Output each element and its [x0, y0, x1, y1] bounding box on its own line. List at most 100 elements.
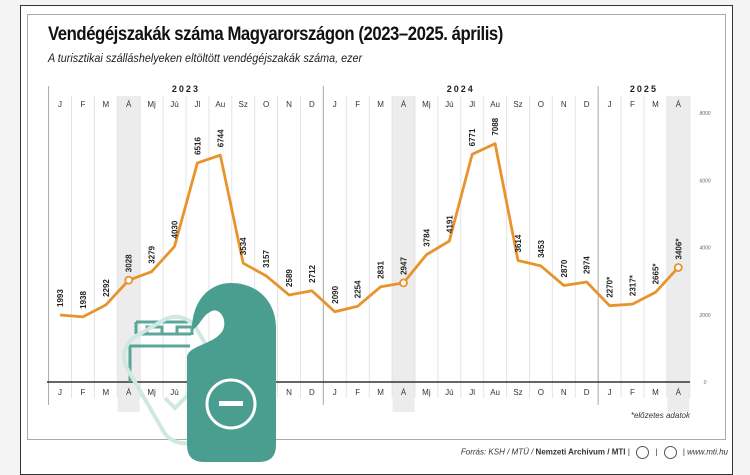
month-label-bottom: J [333, 388, 337, 397]
highlight-point [673, 263, 683, 272]
month-label-top: F [630, 100, 635, 109]
chart-inner-border [27, 14, 726, 440]
data-label: 3406* [674, 238, 683, 260]
april-shade [667, 96, 690, 412]
highlight-point [399, 278, 408, 288]
data-label: 2712 [308, 264, 317, 282]
chart-subtitle: A turisztikai szálláshelyeken eltöltött … [48, 51, 363, 65]
month-label-top: N [286, 100, 292, 109]
mti-archive-logo-icon [663, 446, 677, 459]
data-label: 3157 [262, 249, 271, 267]
y-tick-label: 2000 [698, 313, 710, 319]
data-label: 2589 [285, 269, 294, 287]
month-label-bottom: O [263, 388, 269, 397]
month-label-bottom: M [102, 388, 109, 397]
month-label-top: M [652, 100, 659, 109]
month-label-top: Au [490, 100, 500, 109]
month-label-top: M [102, 100, 109, 109]
data-label: 3614 [514, 234, 523, 252]
month-label-bottom: Á [676, 388, 682, 397]
data-label: 3279 [148, 245, 157, 263]
month-label-top: Á [401, 100, 407, 109]
month-label-top: F [355, 100, 360, 109]
month-label-top: Mj [422, 100, 431, 109]
month-label-bottom: F [80, 388, 85, 397]
data-label: 2831 [377, 260, 386, 278]
data-label: 6771 [468, 128, 477, 146]
data-label: 3028 [125, 254, 134, 272]
month-label-bottom: M [652, 388, 659, 397]
year-label: 2025 [630, 84, 658, 94]
month-label-top: Á [126, 100, 132, 109]
month-label-bottom: D [584, 388, 590, 397]
source-archive: Nemzeti Archivum / MTI [535, 447, 626, 457]
month-label-bottom: Mj [422, 388, 431, 397]
month-label-top: Jl [195, 100, 201, 109]
data-label: 2317* [629, 274, 638, 296]
year-label: 2023 [172, 84, 200, 94]
data-label: 2270* [606, 276, 615, 298]
month-label-bottom: N [561, 388, 567, 397]
month-label-top: Jú [445, 100, 453, 109]
month-label-bottom: Jl [195, 388, 201, 397]
month-label-bottom: Jú [170, 388, 178, 397]
highlight-point [124, 275, 134, 285]
mti-logo-icon [636, 446, 650, 459]
month-label-top: O [538, 100, 544, 109]
series-line [59, 142, 680, 319]
month-label-bottom: Sz [513, 388, 522, 397]
month-label-top: Sz [513, 100, 522, 109]
data-label: 3784 [422, 228, 431, 246]
april-shade [392, 96, 415, 412]
month-label-top: D [309, 100, 315, 109]
footer-url[interactable]: www.mti.hu [687, 447, 728, 457]
data-label: 2870 [560, 259, 569, 277]
month-label-top: Au [215, 100, 225, 109]
month-label-top: Jú [170, 100, 178, 109]
year-label: 2024 [447, 84, 475, 94]
month-label-bottom: Au [215, 388, 225, 397]
month-label-bottom: J [58, 388, 62, 397]
month-label-bottom: F [355, 388, 360, 397]
month-label-top: Mj [147, 100, 156, 109]
month-label-top: D [584, 100, 590, 109]
month-label-bottom: M [377, 388, 384, 397]
month-label-bottom: Á [126, 388, 132, 397]
footnote: *előzetes adatok [631, 411, 691, 420]
month-label-bottom: D [309, 388, 315, 397]
y-tick-label: 0 [704, 380, 707, 386]
y-tick-label: 8000 [699, 111, 710, 117]
month-label-bottom: Jl [469, 388, 475, 397]
month-label-bottom: J [608, 388, 612, 397]
data-label: 2974 [583, 256, 592, 274]
month-label-bottom: Á [401, 388, 407, 397]
month-label-top: F [80, 100, 85, 109]
month-label-bottom: F [630, 388, 635, 397]
data-label: 1938 [79, 290, 88, 308]
month-label-bottom: Au [490, 388, 500, 397]
april-shade [117, 96, 140, 412]
data-label: 2665* [651, 263, 660, 285]
chart-title: Vendégéjszakák száma Magyarországon (202… [48, 24, 503, 45]
month-label-top: Jl [469, 100, 475, 109]
month-label-top: Sz [239, 100, 248, 109]
month-label-top: J [333, 100, 337, 109]
month-label-bottom: N [286, 388, 292, 397]
month-label-top: N [561, 100, 567, 109]
data-label: 2292 [102, 279, 111, 297]
data-label: 6516 [193, 137, 202, 155]
month-label-top: Á [676, 100, 682, 109]
month-label-top: M [377, 100, 384, 109]
month-label-top: J [608, 100, 612, 109]
month-label-bottom: Sz [239, 388, 248, 397]
data-label: 3534 [239, 237, 248, 255]
data-label: 2947 [400, 257, 409, 275]
data-label: 4030 [171, 220, 180, 238]
month-label-bottom: Jú [445, 388, 453, 397]
month-label-bottom: Mj [147, 388, 156, 397]
data-label: 4191 [445, 215, 454, 233]
footer: Forrás: KSH / MTÜ / Nemzeti Archivum / M… [461, 446, 728, 459]
data-label: 6744 [216, 129, 225, 147]
data-label: 3453 [537, 240, 546, 258]
